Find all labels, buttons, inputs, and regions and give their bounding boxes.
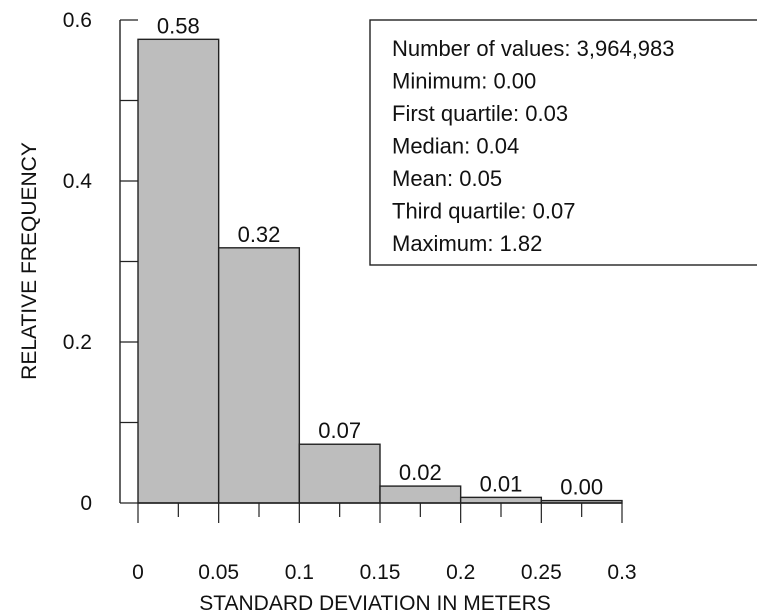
bar-value-label-2: 0.07 bbox=[318, 418, 361, 443]
y-axis-title: RELATIVE FREQUENCY bbox=[18, 142, 41, 380]
bar-3 bbox=[379, 485, 462, 504]
bar-labels-group: 0.58 0.32 0.07 0.02 0.01 0.00 bbox=[157, 13, 603, 499]
bar-4 bbox=[459, 496, 543, 504]
stats-line-5: Third quartile: 0.07 bbox=[392, 199, 575, 224]
x-tick-label: 0.15 bbox=[360, 561, 401, 584]
stats-lines-group: Number of values: 3,964,983 Minimum: 0.00… bbox=[392, 36, 675, 256]
stats-line-1: Minimum: 0.00 bbox=[392, 69, 536, 94]
y-tick-label: 0.6 bbox=[63, 9, 92, 32]
stats-line-6: Maximum: 1.82 bbox=[392, 231, 542, 256]
stats-line-2: First quartile: 0.03 bbox=[392, 101, 568, 126]
bar-value-label-3: 0.02 bbox=[399, 460, 442, 485]
x-tick-label: 0.2 bbox=[446, 561, 475, 584]
x-ticks-group: 0 0.05 0.1 0.15 0.2 0.25 0.3 bbox=[132, 503, 637, 584]
x-tick-label: 0.1 bbox=[285, 561, 314, 584]
stats-line-0: Number of values: 3,964,983 bbox=[392, 36, 675, 61]
x-tick-label: 0 bbox=[132, 561, 144, 584]
y-tick-label: 0 bbox=[80, 492, 92, 515]
bar-0 bbox=[137, 38, 220, 504]
bar-value-label-1: 0.32 bbox=[238, 222, 281, 247]
stats-box-frame bbox=[369, 19, 757, 266]
bar-2 bbox=[298, 443, 381, 504]
stats-box: Number of values: 3,964,983 Minimum: 0.00… bbox=[369, 19, 757, 266]
y-tick-label: 0.2 bbox=[63, 331, 92, 354]
stats-line-4: Mean: 0.05 bbox=[392, 166, 502, 191]
bar-value-label-4: 0.01 bbox=[480, 471, 523, 496]
bar-1 bbox=[217, 247, 301, 504]
x-axis-title: STANDARD DEVIATION IN METERS bbox=[199, 592, 551, 615]
x-tick-label: 0.3 bbox=[607, 561, 636, 584]
x-tick-label: 0.05 bbox=[198, 561, 239, 584]
bars-group bbox=[137, 38, 623, 504]
x-tick-label: 0.25 bbox=[521, 561, 562, 584]
bar-value-label-5: 0.00 bbox=[560, 475, 603, 500]
stats-line-3: Median: 0.04 bbox=[392, 134, 519, 159]
y-ticks-group: 0 0.2 0.4 0.6 bbox=[63, 9, 138, 515]
y-tick-label: 0.4 bbox=[63, 170, 93, 193]
bar-value-label-0: 0.58 bbox=[157, 13, 200, 38]
